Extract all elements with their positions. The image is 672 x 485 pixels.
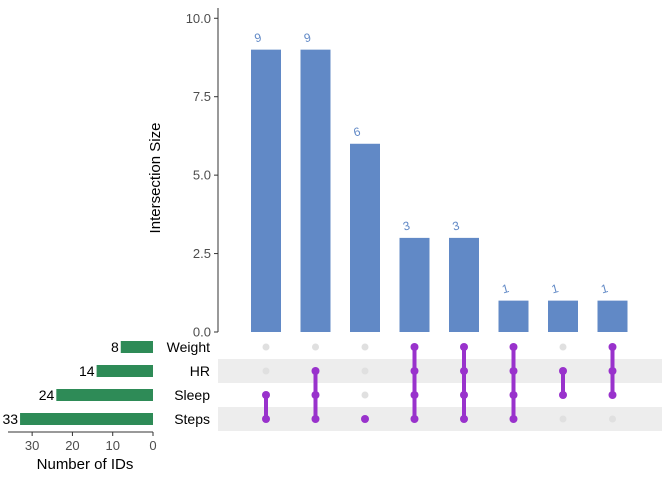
membership-dot-active xyxy=(460,343,468,351)
set-name-sleep: Sleep xyxy=(174,387,210,403)
set-size-axis-label: Number of IDs xyxy=(37,456,134,473)
matrix-stripes xyxy=(218,359,662,431)
y-tick-label: 10.0 xyxy=(186,11,211,26)
membership-dot-active xyxy=(608,367,617,375)
intersection-bar xyxy=(548,300,578,332)
intersection-bar-label: 3 xyxy=(451,218,461,233)
membership-dot-active xyxy=(410,415,419,423)
set-size-axis: 30 20 10 0 xyxy=(8,431,157,453)
set-size-bar-weight xyxy=(120,341,153,353)
y-tick-label: 5.0 xyxy=(193,168,211,183)
set-name-weight: Weight xyxy=(167,339,210,355)
membership-matrix xyxy=(262,343,617,423)
membership-dot-inactive xyxy=(361,367,369,375)
membership-dot-inactive xyxy=(361,343,369,351)
y-tick-label: 0.0 xyxy=(193,325,211,340)
membership-dot-active xyxy=(410,391,419,399)
membership-dot-active xyxy=(262,415,270,423)
matrix-stripe-hr xyxy=(218,359,662,383)
set-size-label: 14 xyxy=(79,363,95,379)
membership-dot-active xyxy=(509,367,518,375)
set-size-label: 24 xyxy=(39,387,55,403)
y-tick-label: 2.5 xyxy=(193,246,211,261)
intersection-bar-label: 9 xyxy=(253,30,263,45)
intersection-bar xyxy=(251,49,281,332)
membership-dot-active xyxy=(460,367,468,375)
membership-dot-active xyxy=(311,415,320,423)
intersection-bar-label: 1 xyxy=(500,281,510,296)
set-size-tick-label: 10 xyxy=(105,438,119,453)
membership-dot-active xyxy=(559,391,567,399)
intersection-bar xyxy=(449,237,479,332)
intersection-bar xyxy=(498,300,529,332)
set-size-bar-hr xyxy=(96,365,153,377)
matrix-stripe-steps xyxy=(218,407,662,431)
set-size-tick-label: 20 xyxy=(65,438,79,453)
membership-dot-inactive xyxy=(262,367,270,375)
intersection-bar-label: 3 xyxy=(401,218,411,233)
y-tick-label: 7.5 xyxy=(193,89,211,104)
intersection-bars xyxy=(251,49,628,332)
intersection-bar xyxy=(300,49,331,332)
membership-dot-active xyxy=(361,415,369,423)
membership-dot-active xyxy=(262,391,270,399)
set-size-tick-label: 0 xyxy=(149,438,156,453)
y-axis-label: Intersection Size xyxy=(147,123,164,234)
membership-dot-active xyxy=(410,367,419,375)
membership-dot-active xyxy=(509,415,518,423)
membership-dot-active xyxy=(509,391,518,399)
membership-dot-inactive xyxy=(609,415,616,423)
set-name-steps: Steps xyxy=(174,411,210,427)
membership-dot-active xyxy=(460,391,468,399)
membership-dot-inactive xyxy=(361,391,369,399)
membership-dot-inactive xyxy=(559,343,567,351)
set-size-label: 33 xyxy=(2,411,18,427)
intersection-bar xyxy=(350,143,380,332)
membership-dot-active xyxy=(559,367,567,375)
intersection-bar xyxy=(399,237,430,332)
set-size-bar-steps xyxy=(20,413,153,425)
membership-dot-inactive xyxy=(312,343,319,351)
set-size-tick-label: 30 xyxy=(25,438,39,453)
set-size-bar-sleep xyxy=(56,389,153,401)
intersection-bar-label: 1 xyxy=(599,281,609,296)
membership-dot-active xyxy=(460,415,468,423)
set-size-label: 8 xyxy=(111,339,119,355)
membership-dot-inactive xyxy=(559,415,567,423)
set-names: Weight HR Sleep Steps xyxy=(167,339,211,427)
membership-dot-active xyxy=(608,391,617,399)
membership-dot-active xyxy=(509,343,518,351)
intersection-bar-labels: 9 9 6 3 3 1 1 1 xyxy=(253,30,610,296)
membership-dot-active xyxy=(311,391,320,399)
intersection-bar xyxy=(597,300,628,332)
membership-dot-active xyxy=(410,343,419,351)
intersection-bar-label: 1 xyxy=(550,281,560,296)
set-name-hr: HR xyxy=(190,363,210,379)
membership-dot-inactive xyxy=(262,343,270,351)
membership-dot-active xyxy=(311,367,320,375)
intersection-axis: 0.0 2.5 5.0 7.5 10.0 xyxy=(186,8,219,340)
set-size-bars: 8 14 24 33 xyxy=(2,339,153,427)
membership-dot-active xyxy=(608,343,617,351)
intersection-bar-label: 9 xyxy=(302,30,312,45)
intersection-bar-label: 6 xyxy=(352,124,362,139)
